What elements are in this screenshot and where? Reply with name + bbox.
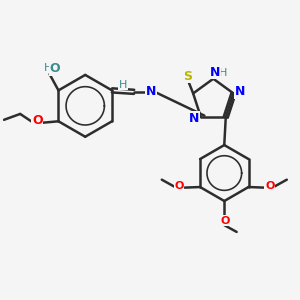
Text: N: N [146,85,156,98]
Text: S: S [183,70,192,83]
Text: O: O [265,181,274,191]
Text: O: O [174,181,184,191]
Text: H: H [119,80,127,90]
Text: N: N [235,85,245,98]
Text: N: N [210,66,220,79]
Text: O: O [220,216,230,226]
Text: O: O [32,114,43,127]
Text: O: O [50,62,60,75]
Text: N: N [189,112,200,125]
Text: H: H [44,63,52,73]
Text: H: H [218,68,227,78]
